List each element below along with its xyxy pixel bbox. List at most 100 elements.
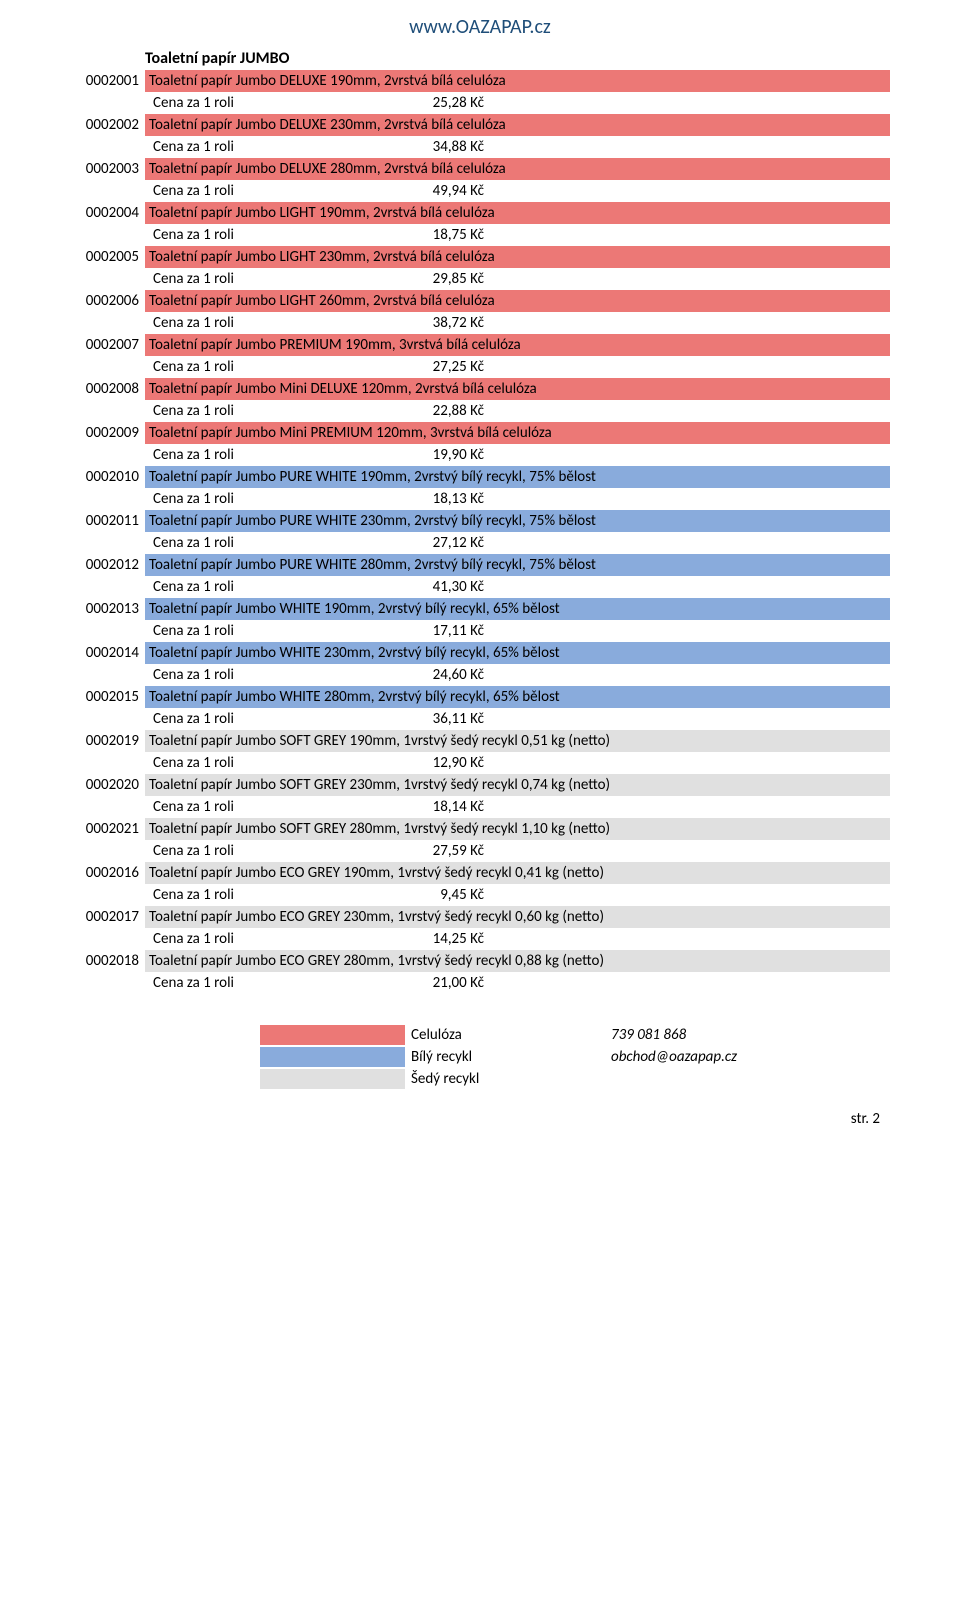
price-wrapper: Cena za 1 roli27,25 Kč (145, 356, 890, 378)
price-label: Cena za 1 roli (149, 488, 404, 510)
blank (70, 576, 145, 598)
price-value: 14,25 Kč (404, 928, 484, 950)
product-code: 0002002 (70, 114, 145, 136)
price-wrapper: Cena za 1 roli14,25 Kč (145, 928, 890, 950)
product-description: Toaletní papír Jumbo ECO GREY 280mm, 1vr… (145, 950, 890, 972)
product-code: 0002013 (70, 598, 145, 620)
product-list: 0002001Toaletní papír Jumbo DELUXE 190mm… (70, 70, 890, 994)
product-row: 0002009Toaletní papír Jumbo Mini PREMIUM… (70, 422, 890, 444)
price-value: 18,13 Kč (404, 488, 484, 510)
product-description: Toaletní papír Jumbo LIGHT 230mm, 2vrstv… (145, 246, 890, 268)
price-value: 27,25 Kč (404, 356, 484, 378)
product-row: 0002020Toaletní papír Jumbo SOFT GREY 23… (70, 774, 890, 796)
product-description: Toaletní papír Jumbo Mini PREMIUM 120mm,… (145, 422, 890, 444)
product-description: Toaletní papír Jumbo PREMIUM 190mm, 3vrs… (145, 334, 890, 356)
price-row: Cena za 1 roli49,94 Kč (70, 180, 890, 202)
legend-contact: 739 081 868 (611, 1024, 686, 1046)
legend-swatch (260, 1069, 405, 1089)
price-wrapper: Cena za 1 roli38,72 Kč (145, 312, 890, 334)
product-description: Toaletní papír Jumbo PURE WHITE 280mm, 2… (145, 554, 890, 576)
price-row: Cena za 1 roli34,88 Kč (70, 136, 890, 158)
product-row: 0002008Toaletní papír Jumbo Mini DELUXE … (70, 378, 890, 400)
blank (70, 312, 145, 334)
price-value: 21,00 Kč (404, 972, 484, 994)
price-wrapper: Cena za 1 roli36,11 Kč (145, 708, 890, 730)
price-value: 17,11 Kč (404, 620, 484, 642)
price-wrapper: Cena za 1 roli49,94 Kč (145, 180, 890, 202)
product-description: Toaletní papír Jumbo SOFT GREY 230mm, 1v… (145, 774, 890, 796)
price-label: Cena za 1 roli (149, 576, 404, 598)
legend: Celulóza739 081 868Bílý recyklobchod@oaz… (260, 1024, 890, 1090)
product-description: Toaletní papír Jumbo DELUXE 190mm, 2vrst… (145, 70, 890, 92)
product-description: Toaletní papír Jumbo DELUXE 280mm, 2vrst… (145, 158, 890, 180)
price-value: 49,94 Kč (404, 180, 484, 202)
product-description: Toaletní papír Jumbo ECO GREY 190mm, 1vr… (145, 862, 890, 884)
price-value: 18,14 Kč (404, 796, 484, 818)
price-wrapper: Cena za 1 roli22,88 Kč (145, 400, 890, 422)
price-label: Cena za 1 roli (149, 532, 404, 554)
product-row: 0002011 Toaletní papír Jumbo PURE WHITE … (70, 510, 890, 532)
price-row: Cena za 1 roli24,60 Kč (70, 664, 890, 686)
price-row: Cena za 1 roli14,25 Kč (70, 928, 890, 950)
product-row: 0002005Toaletní papír Jumbo LIGHT 230mm,… (70, 246, 890, 268)
price-wrapper: Cena za 1 roli18,14 Kč (145, 796, 890, 818)
price-label: Cena za 1 roli (149, 312, 404, 334)
price-row: Cena za 1 roli17,11 Kč (70, 620, 890, 642)
blank (70, 752, 145, 774)
product-code: 0002009 (70, 422, 145, 444)
price-row: Cena za 1 roli36,11 Kč (70, 708, 890, 730)
legend-row: Celulóza739 081 868 (260, 1024, 890, 1046)
price-value: 34,88 Kč (404, 136, 484, 158)
blank (70, 400, 145, 422)
product-description: Toaletní papír Jumbo PURE WHITE 190mm, 2… (145, 466, 890, 488)
blank (70, 884, 145, 906)
product-code: 0002020 (70, 774, 145, 796)
price-label: Cena za 1 roli (149, 664, 404, 686)
price-label: Cena za 1 roli (149, 180, 404, 202)
price-wrapper: Cena za 1 roli27,59 Kč (145, 840, 890, 862)
product-code: 0002001 (70, 70, 145, 92)
price-wrapper: Cena za 1 roli41,30 Kč (145, 576, 890, 598)
price-value: 29,85 Kč (404, 268, 484, 290)
price-value: 25,28 Kč (404, 92, 484, 114)
price-row: Cena za 1 roli41,30 Kč (70, 576, 890, 598)
legend-row: Bílý recyklobchod@oazapap.cz (260, 1046, 890, 1068)
price-row: Cena za 1 roli38,72 Kč (70, 312, 890, 334)
price-label: Cena za 1 roli (149, 840, 404, 862)
product-code: 0002007 (70, 334, 145, 356)
page-footer: str. 2 (70, 1110, 890, 1128)
price-row: Cena za 1 roli12,90 Kč (70, 752, 890, 774)
blank (70, 444, 145, 466)
price-value: 27,12 Kč (404, 532, 484, 554)
product-code: 0002012 (70, 554, 145, 576)
price-row: Cena za 1 roli9,45 Kč (70, 884, 890, 906)
product-code: 0002011 (70, 510, 145, 532)
price-row: Cena za 1 roli18,14 Kč (70, 796, 890, 818)
legend-row: Šedý recykl (260, 1068, 890, 1090)
blank (70, 532, 145, 554)
product-code: 0002016 (70, 862, 145, 884)
product-code: 0002008 (70, 378, 145, 400)
blank (70, 136, 145, 158)
price-label: Cena za 1 roli (149, 972, 404, 994)
price-label: Cena za 1 roli (149, 620, 404, 642)
product-row: 0002001Toaletní papír Jumbo DELUXE 190mm… (70, 70, 890, 92)
legend-contact: obchod@oazapap.cz (611, 1046, 737, 1068)
price-value: 41,30 Kč (404, 576, 484, 598)
product-code: 0002005 (70, 246, 145, 268)
price-value: 22,88 Kč (404, 400, 484, 422)
price-wrapper: Cena za 1 roli18,13 Kč (145, 488, 890, 510)
price-label: Cena za 1 roli (149, 708, 404, 730)
blank (70, 928, 145, 950)
price-label: Cena za 1 roli (149, 928, 404, 950)
legend-swatch (260, 1047, 405, 1067)
price-label: Cena za 1 roli (149, 400, 404, 422)
price-label: Cena za 1 roli (149, 92, 404, 114)
price-row: Cena za 1 roli19,90 Kč (70, 444, 890, 466)
blank (70, 840, 145, 862)
blank (70, 972, 145, 994)
product-row: 0002014Toaletní papír Jumbo WHITE 230mm,… (70, 642, 890, 664)
product-code: 0002014 (70, 642, 145, 664)
product-description: Toaletní papír Jumbo DELUXE 230mm, 2vrst… (145, 114, 890, 136)
product-row: 0002019Toaletní papír Jumbo SOFT GREY 19… (70, 730, 890, 752)
